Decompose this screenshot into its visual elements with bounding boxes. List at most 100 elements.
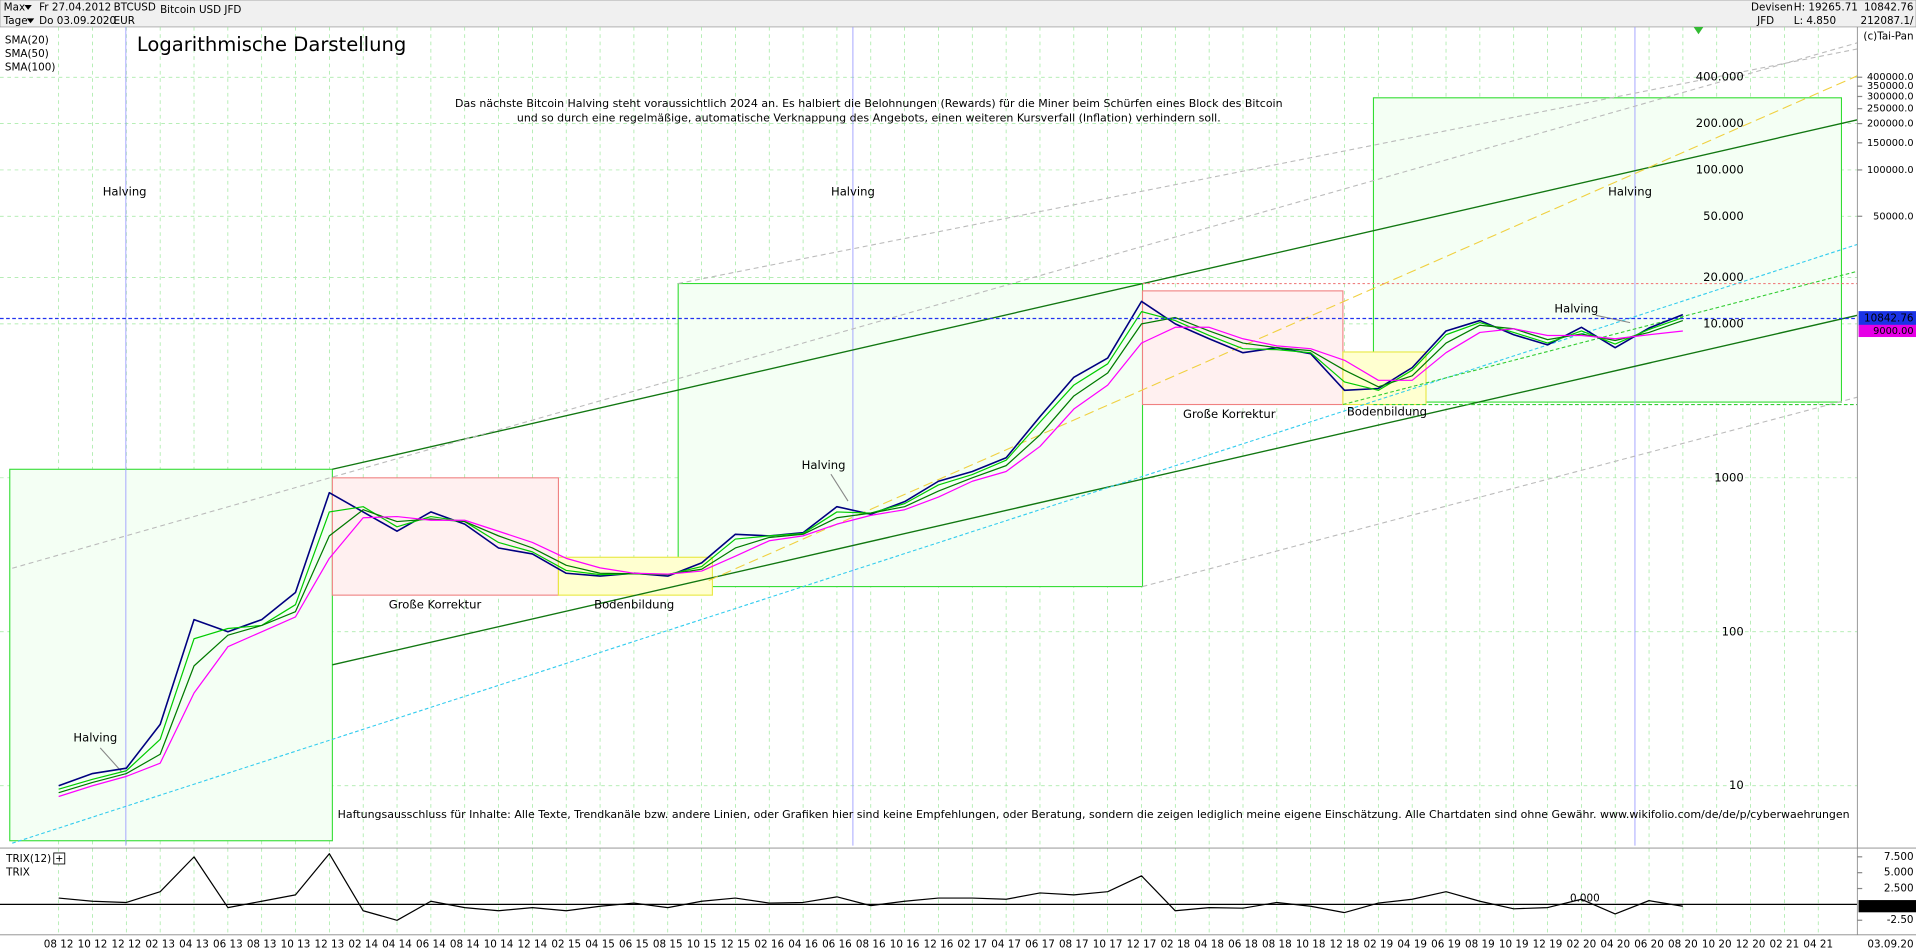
- trend-line: [332, 119, 1858, 470]
- trend-line: [678, 48, 1858, 285]
- x-tick-label: 04 15: [585, 939, 615, 951]
- x-tick-label: 04 18: [1194, 939, 1224, 951]
- y-tick-label: 400.000: [1696, 70, 1744, 84]
- x-tick-label: 02 21: [1770, 939, 1800, 951]
- x-tick-label: 06 15: [619, 939, 649, 951]
- add-icon: [56, 855, 63, 862]
- x-tick-label: 08 18: [1262, 939, 1292, 951]
- correction-box: [1141, 290, 1344, 406]
- y-tick-label: -2.50: [1887, 914, 1914, 926]
- annotation: Halving: [1554, 302, 1598, 316]
- x-tick-label: 04 13: [179, 939, 209, 951]
- last: 10842.76: [1864, 1, 1914, 13]
- series-line: [58, 316, 1684, 794]
- legend-entry: SMA(50): [5, 48, 49, 60]
- layout: [9, 26, 1858, 846]
- x-tick-label: 08 13: [247, 939, 277, 951]
- x-tick-label: 10 13: [281, 939, 311, 951]
- x-tick-label: 12 16: [924, 939, 954, 951]
- y-tick-label: 100: [1722, 624, 1744, 638]
- x-tick-label: 02 19: [1363, 939, 1393, 951]
- range[interactable]: Max: [4, 1, 25, 13]
- market: Devisen: [1751, 1, 1793, 13]
- texts: Max Tage Fr 27.04.2012 Do 03.09.2020 BTC…: [3, 1, 1914, 950]
- series-line: [58, 853, 1683, 921]
- trend-line: [12, 42, 1858, 569]
- last-value-box: [1858, 900, 1916, 913]
- x-tick-label: 12 15: [721, 939, 751, 951]
- header-bar: [0, 0, 1916, 28]
- x-tick-label: 10 12: [78, 939, 108, 951]
- dropdown-arrow[interactable]: [24, 4, 32, 10]
- x-tick-label: 08 16: [856, 939, 886, 951]
- x-tick-label: 06 14: [416, 939, 446, 951]
- series-line: [58, 300, 1684, 787]
- x-tick-label: 02 14: [348, 939, 378, 951]
- zero-line-label: 0.000: [1570, 892, 1600, 904]
- x-tick-label: 10 16: [890, 939, 920, 951]
- y2-tick-label: 250000.0: [1867, 104, 1914, 115]
- last-price-box: [1858, 311, 1916, 326]
- x-tick-label: 08 14: [450, 939, 480, 951]
- y2-tick-label: 150000.0: [1867, 138, 1914, 149]
- y-tick-label: 50.000: [1703, 209, 1744, 223]
- date-to: Do 03.09.2020: [39, 15, 116, 27]
- y-tick-label: 1000: [1714, 470, 1744, 484]
- marker: [1693, 26, 1704, 35]
- bottom-box: [1342, 351, 1427, 406]
- y-tick-label: 5.000: [1884, 867, 1914, 879]
- correction-box: [331, 477, 559, 596]
- other: 212087.1/: [1861, 15, 1915, 27]
- y-tick-label: 20.000: [1703, 270, 1744, 284]
- arrow: [830, 473, 849, 502]
- x-tick-label: 06 16: [822, 939, 852, 951]
- series-line: [58, 326, 1683, 798]
- annotation: Bodenbildung: [594, 597, 674, 611]
- x-tick-label: 08 15: [653, 939, 683, 951]
- x-tick-label: 08 20: [1668, 939, 1698, 951]
- x-tick-label: 12 14: [518, 939, 548, 951]
- x-tick-label: 04 19: [1397, 939, 1427, 951]
- y2-tick-label: 300000.0: [1867, 91, 1914, 102]
- broker: JFD: [1756, 15, 1774, 27]
- y2-tick-label: 100000.0: [1867, 165, 1914, 176]
- x-tick-label: 10 20: [1702, 939, 1732, 951]
- annotation: Halving: [802, 458, 846, 472]
- low: L: 4.850: [1794, 15, 1836, 27]
- x-tick-label: 10 19: [1499, 939, 1529, 951]
- current-date: 03.09.20: [1867, 939, 1913, 951]
- instrument: Bitcoin USD JFD: [160, 4, 241, 16]
- annotation: Halving: [1608, 184, 1652, 198]
- last-price-label: 10842.76: [1864, 312, 1914, 324]
- x-tick-label: 12 12: [111, 939, 141, 951]
- y-tick-label: 10.000: [1703, 316, 1744, 330]
- x-tick-label: 02 17: [957, 939, 987, 951]
- trend-line: [1142, 396, 1858, 588]
- y-tick-label: 2.500: [1884, 883, 1914, 895]
- y-tick-label: 10: [1729, 778, 1744, 792]
- y-tick-label: 7.500: [1884, 851, 1914, 863]
- trix-subtitle: TRIX: [5, 867, 30, 879]
- annotation: Halving: [73, 731, 117, 745]
- legend-entry: SMA(100): [5, 61, 56, 73]
- y2-tick-label: 400000.0: [1867, 72, 1914, 83]
- symbol: BTCUSD: [114, 1, 156, 13]
- x-tick-label: 02 13: [145, 939, 175, 951]
- watermark-title: Logarithmische Darstellung: [137, 33, 406, 56]
- date-from: Fr 27.04.2012: [39, 1, 111, 13]
- period[interactable]: Tage: [3, 15, 28, 27]
- x-tick-label: 04 16: [788, 939, 818, 951]
- dropdown-arrow[interactable]: [26, 18, 35, 24]
- x-tick-label: 08 19: [1465, 939, 1495, 951]
- x-tick-label: 06 20: [1634, 939, 1664, 951]
- annotation: Große Korrektur: [1183, 407, 1276, 421]
- x-tick-label: 10 15: [687, 939, 717, 951]
- x-tick-label: 04 17: [991, 939, 1021, 951]
- note: und so durch eine regelmäßige, automatis…: [517, 112, 1221, 125]
- legend-entry: SMA(20): [5, 34, 49, 46]
- arrow: [99, 747, 123, 773]
- y-tick-label: 100.000: [1696, 162, 1744, 176]
- sma-marker-box: [1858, 324, 1916, 338]
- annotation: Halving: [831, 184, 875, 198]
